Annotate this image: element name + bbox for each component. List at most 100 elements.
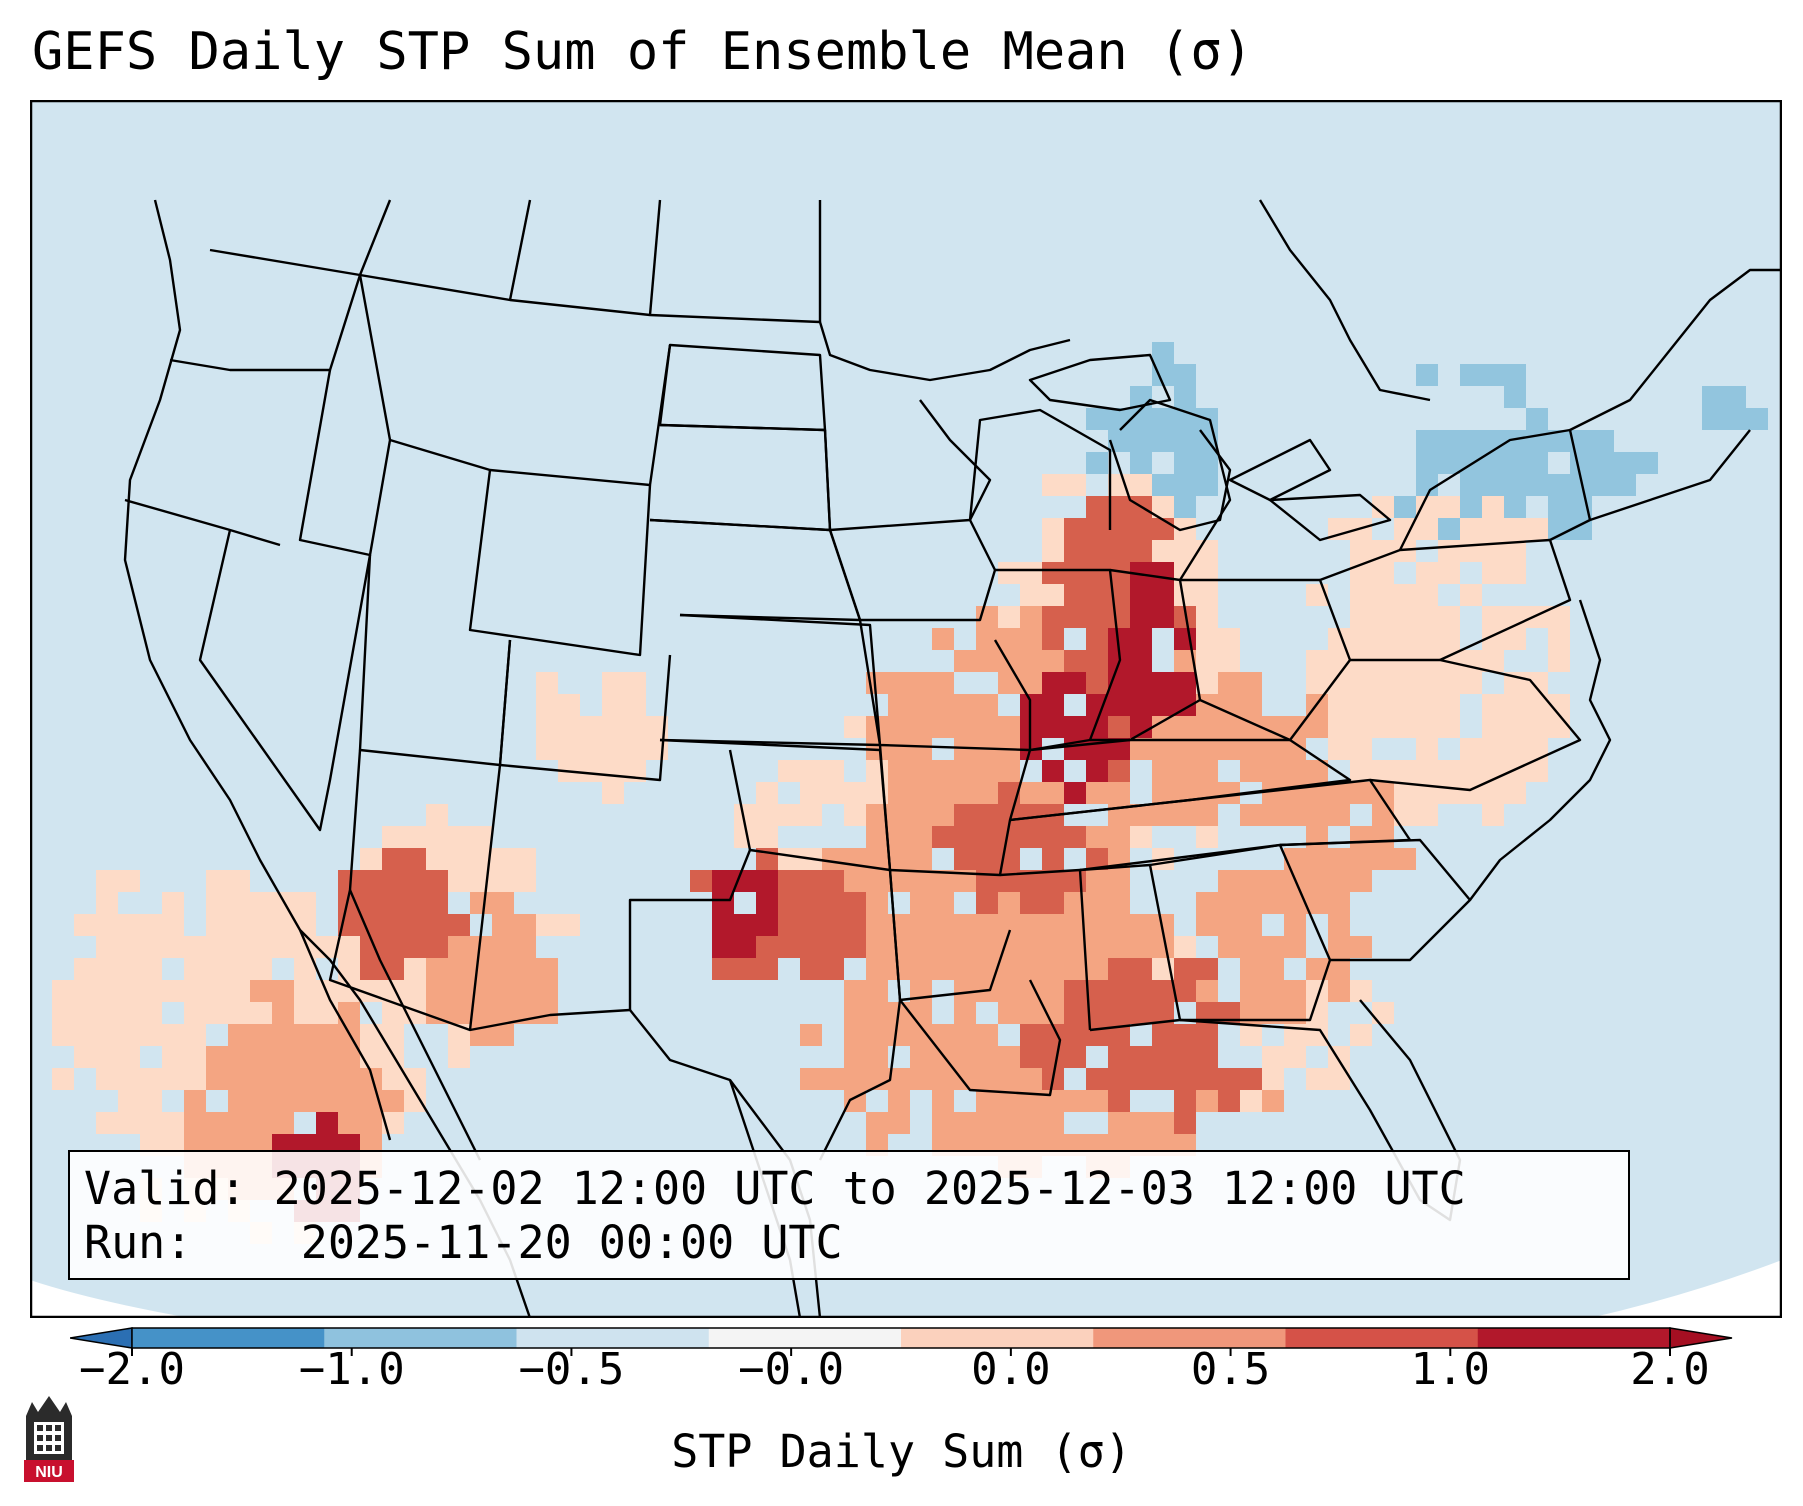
colorbar-tick-label: 2.0 bbox=[1630, 1344, 1709, 1388]
anomaly-cell bbox=[470, 848, 492, 870]
anomaly-cell bbox=[1504, 540, 1526, 562]
anomaly-cell bbox=[1042, 914, 1064, 936]
anomaly-cell bbox=[1526, 672, 1548, 694]
anomaly-cell bbox=[866, 936, 888, 958]
anomaly-cell bbox=[1130, 1112, 1152, 1134]
anomaly-cell bbox=[1350, 584, 1372, 606]
anomaly-cell bbox=[448, 870, 470, 892]
anomaly-cell bbox=[1196, 452, 1218, 474]
anomaly-cell bbox=[1020, 606, 1042, 628]
anomaly-cell bbox=[162, 1112, 184, 1134]
anomaly-cell bbox=[1174, 1090, 1196, 1112]
anomaly-cell bbox=[1482, 452, 1504, 474]
anomaly-cell bbox=[250, 1090, 272, 1112]
anomaly-cell bbox=[866, 1024, 888, 1046]
anomaly-cell bbox=[998, 914, 1020, 936]
anomaly-cell bbox=[1108, 1068, 1130, 1090]
anomaly-cell bbox=[690, 870, 712, 892]
anomaly-cell bbox=[1240, 1002, 1262, 1024]
anomaly-cell bbox=[1108, 408, 1130, 430]
anomaly-cell bbox=[184, 1046, 206, 1068]
anomaly-cell bbox=[228, 1112, 250, 1134]
colorbar-segment bbox=[324, 1328, 517, 1348]
anomaly-cell bbox=[1218, 870, 1240, 892]
anomaly-cell bbox=[1042, 980, 1064, 1002]
anomaly-cell bbox=[360, 870, 382, 892]
anomaly-cell bbox=[1460, 738, 1482, 760]
map-panel[interactable] bbox=[30, 100, 1782, 1318]
anomaly-cell bbox=[1460, 496, 1482, 518]
anomaly-cell bbox=[800, 914, 822, 936]
anomaly-cell bbox=[1284, 914, 1306, 936]
anomaly-cell bbox=[448, 1024, 470, 1046]
anomaly-cell bbox=[1746, 408, 1768, 430]
anomaly-cell bbox=[360, 1068, 382, 1090]
anomaly-cell bbox=[1350, 738, 1372, 760]
anomaly-cell bbox=[1086, 650, 1108, 672]
anomaly-cell bbox=[888, 958, 910, 980]
anomaly-cell bbox=[1504, 518, 1526, 540]
anomaly-cell bbox=[1086, 606, 1108, 628]
anomaly-cell bbox=[1196, 584, 1218, 606]
anomaly-cell bbox=[954, 1024, 976, 1046]
anomaly-cell bbox=[294, 958, 316, 980]
anomaly-cell bbox=[844, 914, 866, 936]
anomaly-cell bbox=[52, 1002, 74, 1024]
anomaly-cell bbox=[1372, 804, 1394, 826]
anomaly-cell bbox=[932, 628, 954, 650]
anomaly-cell bbox=[910, 782, 932, 804]
anomaly-cell bbox=[1548, 606, 1570, 628]
anomaly-cell bbox=[1174, 584, 1196, 606]
anomaly-cell bbox=[1064, 562, 1086, 584]
anomaly-cell bbox=[1064, 650, 1086, 672]
anomaly-cell bbox=[404, 914, 426, 936]
anomaly-cell bbox=[1394, 760, 1416, 782]
anomaly-cell bbox=[1504, 496, 1526, 518]
anomaly-cell bbox=[1108, 540, 1130, 562]
anomaly-cell bbox=[998, 716, 1020, 738]
anomaly-cell bbox=[1328, 804, 1350, 826]
anomaly-cell bbox=[1416, 452, 1438, 474]
anomaly-cell bbox=[932, 760, 954, 782]
anomaly-cell bbox=[1438, 694, 1460, 716]
anomaly-cell bbox=[910, 694, 932, 716]
anomaly-cell bbox=[712, 892, 734, 914]
anomaly-cell bbox=[800, 1068, 822, 1090]
anomaly-cell bbox=[1394, 694, 1416, 716]
anomaly-cell bbox=[1702, 408, 1724, 430]
anomaly-cell bbox=[1372, 672, 1394, 694]
anomaly-cell bbox=[1064, 1090, 1086, 1112]
anomaly-cell bbox=[1372, 782, 1394, 804]
anomaly-cell bbox=[1394, 606, 1416, 628]
anomaly-cell bbox=[272, 1090, 294, 1112]
anomaly-cell bbox=[1262, 936, 1284, 958]
anomaly-cell bbox=[1196, 826, 1218, 848]
anomaly-cell bbox=[1174, 716, 1196, 738]
anomaly-cell bbox=[866, 914, 888, 936]
anomaly-cell bbox=[1174, 430, 1196, 452]
anomaly-cell bbox=[1108, 826, 1130, 848]
anomaly-cell bbox=[1064, 892, 1086, 914]
anomaly-cell bbox=[492, 936, 514, 958]
anomaly-cell bbox=[910, 1046, 932, 1068]
anomaly-cell bbox=[1020, 782, 1042, 804]
anomaly-cell bbox=[338, 870, 360, 892]
anomaly-cell bbox=[426, 892, 448, 914]
anomaly-cell bbox=[162, 1068, 184, 1090]
anomaly-cell bbox=[1086, 452, 1108, 474]
anomaly-cell bbox=[272, 914, 294, 936]
anomaly-cell bbox=[492, 848, 514, 870]
anomaly-cell bbox=[74, 1046, 96, 1068]
anomaly-cell bbox=[1702, 386, 1724, 408]
anomaly-cell bbox=[998, 892, 1020, 914]
anomaly-cell bbox=[1174, 474, 1196, 496]
anomaly-cell bbox=[1108, 1002, 1130, 1024]
anomaly-cell bbox=[1130, 1002, 1152, 1024]
anomaly-cell bbox=[778, 760, 800, 782]
colorbar-tick-label: 0.0 bbox=[971, 1344, 1050, 1388]
anomaly-cell bbox=[1042, 672, 1064, 694]
anomaly-cell bbox=[1372, 694, 1394, 716]
anomaly-cell bbox=[228, 1024, 250, 1046]
anomaly-cell bbox=[338, 1002, 360, 1024]
anomaly-cell bbox=[1438, 782, 1460, 804]
